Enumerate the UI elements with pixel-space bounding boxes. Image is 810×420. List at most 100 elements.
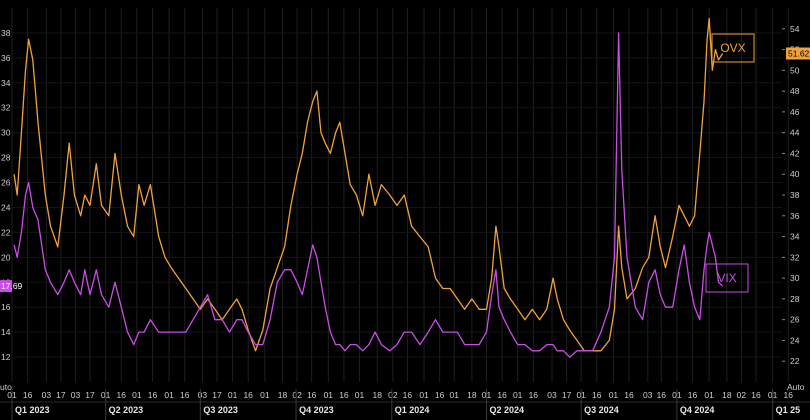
right-tick-label: 30 [790,273,800,283]
legend-box-ovx [711,33,755,63]
x-day-tick-label: 16 [784,390,794,400]
x-day-tick-label: 18 [722,390,732,400]
right-tick-label: 42 [790,148,800,158]
x-day-tick-label: 16 [307,390,317,400]
x-day-tick-label: 17 [562,390,572,400]
left-tick-label: 14 [1,327,11,337]
x-day-tick-label: 01 [132,390,142,400]
right-tick-label: 22 [790,356,800,366]
right-axis-ticks: 5452504846444240383634323028262422 [782,24,800,366]
x-day-tick-label: 16 [688,390,698,400]
x-day-tick-label: 16 [497,390,507,400]
x-day-tick-label: 18 [278,390,288,400]
x-day-tick-label: 03 [42,390,52,400]
left-tick-label: 16 [1,302,11,312]
x-day-tick-label: 01 [355,390,365,400]
x-day-tick-label: 16 [148,390,158,400]
x-quarter-label: Q4 2024 [680,405,715,415]
x-day-tick-label: 01 [609,390,619,400]
x-day-tick-label: 03 [198,390,208,400]
x-day-tick-label: 01 [260,390,270,400]
legend-box-vix [705,263,749,293]
left-tick-label: 36 [1,53,11,63]
x-day-tick-label: 03 [71,390,81,400]
legend-label-ovx: OVX [720,41,745,55]
x-day-tick-label: 16 [624,390,634,400]
x-quarter-label: Q3 2024 [584,405,619,415]
x-day-tick-label: 16 [339,390,349,400]
left-tick-label: 22 [1,227,11,237]
x-quarter-label: Q3 2023 [203,405,238,415]
left-tick-label: 26 [1,178,11,188]
right-tick-label: 54 [790,24,800,34]
x-quarter-label: Q1 25 [776,405,801,415]
left-tick-label: 38 [1,28,11,38]
x-day-tick-label: 02 [737,390,747,400]
left-tick-label: 34 [1,78,11,88]
x-day-tick-label: 02 [388,390,398,400]
right-last-value-badge [786,47,810,60]
legend-label-vix: VIX [717,271,736,285]
x-quarter-label: Q2 2024 [489,405,524,415]
x-quarter-label: Q1 2024 [395,405,430,415]
x-day-tick-label: 16 [435,390,445,400]
right-tick-label: 48 [790,86,800,96]
right-tick-label: 24 [790,335,800,345]
right-tick-label: 40 [790,169,800,179]
x-day-tick-label: 02 [292,390,302,400]
x-day-tick-label: 16 [23,390,33,400]
x-day-tick-label: 18 [372,390,382,400]
right-tick-label: 34 [790,232,800,242]
x-day-tick-label: 17 [56,390,66,400]
series-line-vix [13,32,724,358]
x-day-tick-label: 01 [704,390,714,400]
left-tick-label: 30 [1,128,11,138]
x-quarter-label: Q1 2023 [15,405,50,415]
x-day-tick-label: 01 [164,390,174,400]
x-day-tick-label: 01 [449,390,459,400]
right-tick-label: 44 [790,128,800,138]
x-axis-quarter-labels: Q1 2023 Q2 2023 Q3 2023 Q4 2023 Q1 2024 Q2 20… [0,389,810,420]
x-day-tick-label: 16 [657,390,667,400]
x-quarter-label: Q4 2023 [299,405,334,415]
x-day-tick-label: 01 [228,390,238,400]
left-tick-label: 12 [1,352,11,362]
left-tick-label: 20 [1,252,11,262]
x-day-tick-label: 18 [467,390,477,400]
series-legends: OVX VIX [705,33,755,293]
series-lines [13,17,724,358]
horizontal-gridlines [12,32,782,358]
left-last-value-label: 17.69 [1,281,23,291]
right-axis-corner-label: Auto [787,382,805,392]
right-tick-label: 32 [790,252,800,262]
left-tick-label: 28 [1,153,11,163]
x-day-tick-label: 01 [419,390,429,400]
right-tick-label: 26 [790,315,800,325]
right-tick-label: 46 [790,107,800,117]
x-day-tick-label: 16 [529,390,539,400]
x-day-tick-label: 16 [403,390,413,400]
left-tick-label: 32 [1,103,11,113]
x-day-tick-label: 17 [212,390,222,400]
right-tick-label: 28 [790,294,800,304]
right-tick-label: 36 [790,211,800,221]
x-day-tick-label: 16 [243,390,253,400]
x-day-tick-label: 16 [751,390,761,400]
x-day-tick-label: 01 [513,390,523,400]
series-line-ovx [13,17,724,352]
x-day-tick-label: 01 [324,390,334,400]
x-quarter-label: Q2 2023 [109,405,144,415]
x-day-tick-label: 16 [592,390,602,400]
left-tick-label: 24 [1,202,11,212]
x-day-tick-label: 16 [117,390,127,400]
right-tick-label: 50 [790,65,800,75]
x-day-tick-label: 16 [180,390,190,400]
x-day-tick-label: 03 [547,390,557,400]
x-day-tick-label: 17 [85,390,95,400]
x-day-tick-label: 03 [643,390,653,400]
left-axis-corner-label: uto [0,382,12,392]
last-value-badges: 17.69 51.62 [0,47,810,293]
left-last-value-badge [0,280,12,293]
